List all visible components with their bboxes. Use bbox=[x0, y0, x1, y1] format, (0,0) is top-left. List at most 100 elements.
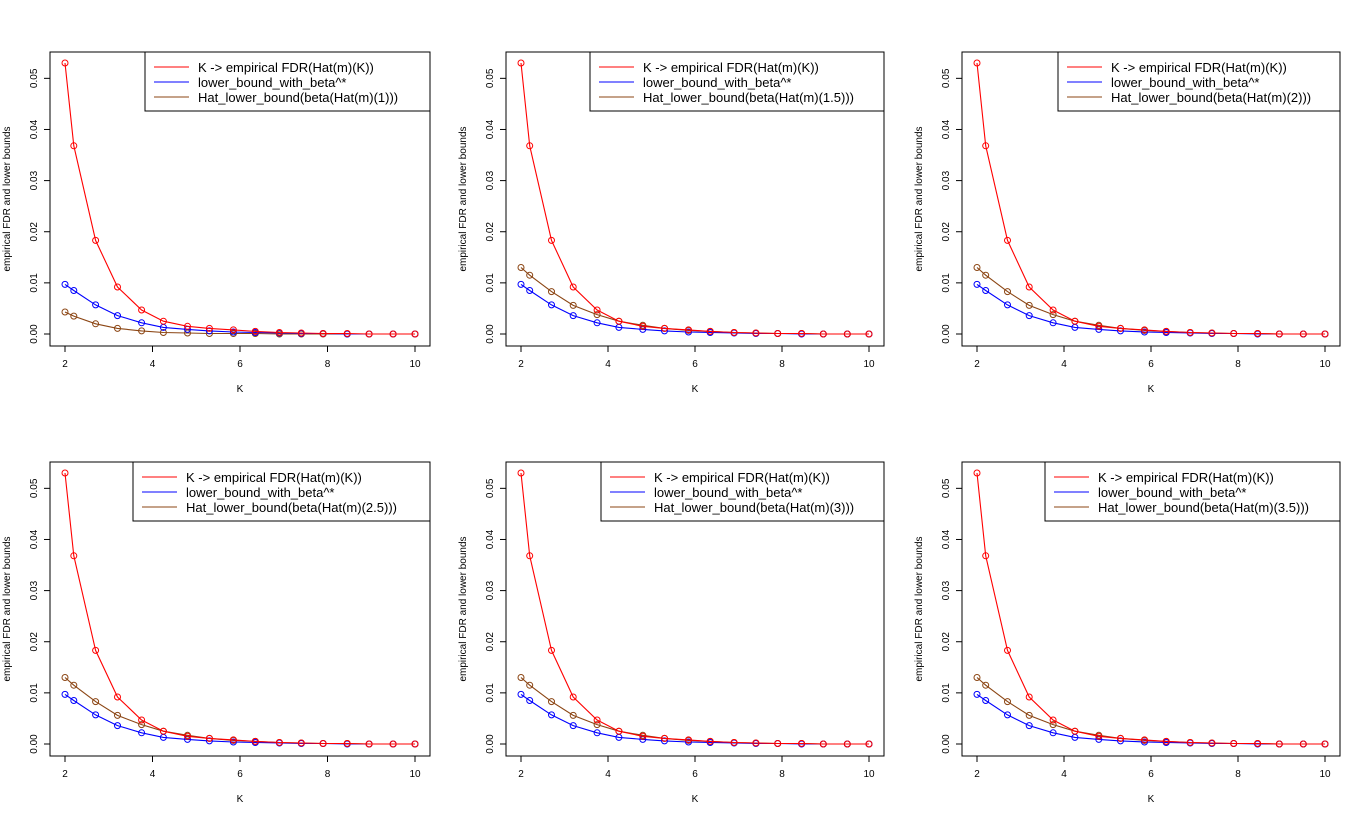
series-line-3 bbox=[976, 267, 1325, 335]
x-tick-label: 8 bbox=[1235, 769, 1241, 780]
data-point bbox=[517, 690, 525, 698]
series-line-3 bbox=[520, 677, 869, 745]
data-point bbox=[297, 329, 305, 337]
x-axis-label: K bbox=[692, 794, 699, 805]
data-point bbox=[61, 308, 69, 316]
x-tick-label: 2 bbox=[518, 359, 524, 370]
data-point bbox=[92, 646, 100, 654]
y-tick-label: 0.00 bbox=[29, 734, 40, 754]
x-tick-label: 10 bbox=[1319, 359, 1331, 370]
data-point bbox=[1025, 301, 1033, 309]
legend-label: Hat_lower_bound(beta(Hat(m)(1))) bbox=[198, 90, 398, 105]
y-tick-label: 0.05 bbox=[941, 478, 952, 498]
x-tick-label: 2 bbox=[62, 359, 68, 370]
data-point bbox=[1095, 732, 1103, 740]
legend-box bbox=[1044, 461, 1341, 522]
panel-5: 2 4 6 8 10 0.00 0.01 0.02 0.03 0.04 0.05 Kempirical… bbox=[458, 461, 885, 805]
data-point bbox=[159, 329, 167, 336]
y-axis-label: empirical FDR and lower bounds bbox=[914, 126, 925, 271]
data-point bbox=[1049, 716, 1057, 724]
data-point bbox=[798, 740, 806, 747]
data-point bbox=[1071, 727, 1079, 735]
data-point bbox=[569, 301, 577, 309]
data-point bbox=[526, 287, 534, 294]
data-point bbox=[92, 711, 100, 719]
y-tick-label: 0.01 bbox=[941, 273, 952, 293]
data-point bbox=[1321, 740, 1329, 748]
data-point bbox=[1049, 729, 1057, 737]
data-point bbox=[526, 681, 534, 689]
data-point bbox=[819, 740, 827, 748]
data-point bbox=[517, 264, 525, 271]
data-point bbox=[184, 322, 191, 330]
legend-box bbox=[589, 51, 885, 112]
x-tick-label: 10 bbox=[409, 359, 421, 370]
data-point bbox=[1049, 319, 1057, 327]
data-point bbox=[70, 312, 78, 320]
y-tick-label: 0.05 bbox=[29, 68, 40, 88]
data-point bbox=[517, 59, 525, 67]
x-tick-label: 8 bbox=[1235, 359, 1241, 370]
data-point bbox=[1025, 283, 1033, 291]
data-point bbox=[593, 721, 601, 729]
data-point bbox=[61, 469, 69, 477]
y-tick-label: 0.04 bbox=[485, 529, 496, 549]
data-point bbox=[205, 324, 213, 332]
panel-4: 2 4 6 8 10 0.00 0.01 0.02 0.03 0.04 0.05 Kempirical… bbox=[2, 461, 431, 805]
data-point bbox=[661, 324, 668, 332]
series-line-2 bbox=[976, 283, 1325, 335]
legend: K -> empirical FDR(Hat(m)(K))lower_bound… bbox=[1044, 461, 1341, 522]
data-point bbox=[982, 681, 990, 689]
legend-box bbox=[132, 461, 431, 522]
y-tick-label: 0.02 bbox=[29, 222, 40, 242]
panel-2: 2 4 6 8 10 0.00 0.01 0.02 0.03 0.04 0.05 Kempirical… bbox=[458, 51, 885, 395]
series-line-2 bbox=[976, 693, 1325, 745]
legend-label: lower_bound_with_beta^* bbox=[1111, 75, 1259, 90]
data-point bbox=[275, 739, 283, 746]
x-tick-label: 4 bbox=[150, 359, 156, 370]
data-point bbox=[798, 330, 806, 337]
data-point bbox=[593, 319, 601, 327]
data-point bbox=[1025, 711, 1033, 719]
data-point bbox=[639, 322, 647, 330]
x-tick-label: 10 bbox=[409, 769, 421, 780]
data-point bbox=[593, 716, 601, 724]
data-point bbox=[973, 59, 981, 67]
series-line-3 bbox=[976, 677, 1325, 745]
data-point bbox=[706, 327, 714, 335]
data-point bbox=[251, 737, 259, 745]
data-point bbox=[319, 740, 327, 747]
data-point bbox=[730, 739, 738, 746]
y-tick-label: 0.00 bbox=[29, 324, 40, 344]
data-point bbox=[1230, 330, 1238, 337]
data-point bbox=[569, 711, 577, 719]
series-line-3 bbox=[64, 677, 415, 745]
x-tick-label: 6 bbox=[1148, 359, 1154, 370]
data-point bbox=[1186, 739, 1194, 746]
data-point bbox=[819, 330, 827, 338]
data-point bbox=[685, 326, 692, 334]
series-line-2 bbox=[64, 693, 415, 745]
data-point bbox=[205, 734, 213, 742]
x-tick-label: 2 bbox=[62, 769, 68, 780]
data-point bbox=[389, 740, 397, 748]
data-point bbox=[526, 142, 534, 150]
legend-label: K -> empirical FDR(Hat(m)(K)) bbox=[186, 470, 362, 485]
data-point bbox=[517, 469, 525, 477]
x-tick-label: 2 bbox=[974, 359, 980, 370]
data-point bbox=[411, 330, 419, 338]
x-tick-label: 6 bbox=[692, 769, 698, 780]
data-point bbox=[343, 740, 351, 747]
data-point bbox=[865, 740, 873, 748]
y-tick-label: 0.01 bbox=[485, 273, 496, 293]
data-point bbox=[982, 287, 990, 294]
data-point bbox=[1141, 738, 1148, 746]
y-tick-label: 0.05 bbox=[485, 478, 496, 498]
y-tick-label: 0.02 bbox=[485, 222, 496, 242]
x-axis-label: K bbox=[237, 794, 244, 805]
data-point bbox=[548, 236, 555, 244]
data-point bbox=[1162, 327, 1170, 335]
data-point bbox=[343, 330, 351, 337]
data-point bbox=[138, 721, 146, 729]
